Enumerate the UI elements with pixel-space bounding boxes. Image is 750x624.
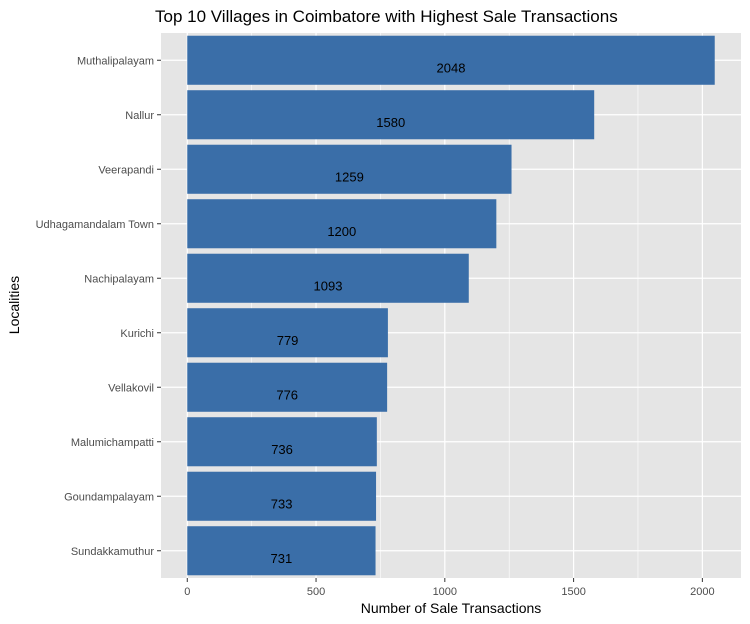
x-tick-label: 1000: [433, 586, 457, 598]
y-tick-label: Sundakkamuthur: [71, 546, 154, 558]
bar-value-label: 1200: [327, 224, 356, 239]
x-tick-label: 500: [307, 586, 325, 598]
bar: [187, 90, 595, 140]
bar-value-label: 733: [271, 496, 293, 511]
bar: [187, 526, 376, 576]
bar-value-label: 776: [276, 387, 298, 402]
bar: [187, 308, 388, 358]
bar-value-label: 731: [271, 551, 293, 566]
y-axis-title: Localities: [6, 276, 22, 334]
bar-value-label: 1093: [314, 278, 343, 293]
y-tick-label: Vellakovil: [108, 382, 154, 394]
bar-value-label: 2048: [437, 60, 466, 75]
bar-value-label: 779: [277, 333, 299, 348]
bar: [187, 471, 377, 521]
x-axis-title: Number of Sale Transactions: [361, 600, 542, 616]
y-tick-label: Goundampalayam: [64, 491, 154, 503]
x-tick-label: 2000: [690, 586, 714, 598]
y-tick-label: Muthalipalayam: [77, 55, 154, 67]
y-tick-label: Malumichampatti: [71, 437, 154, 449]
bar-value-label: 736: [271, 442, 293, 457]
x-axis-ticks: 0 500 1000 1500 2000: [184, 578, 715, 598]
bar: [187, 199, 497, 249]
x-tick-label: 1500: [561, 586, 585, 598]
bar: [187, 144, 512, 194]
bar-value-labels: 2048 1580 1259 1200 1093 779 776 736 733 731: [271, 60, 466, 566]
bar: [187, 253, 469, 303]
bar: [187, 35, 715, 85]
y-tick-label: Nachipalayam: [84, 273, 154, 285]
y-tick-label: Udhagamandalam Town: [36, 219, 154, 231]
y-tick-label: Nallur: [125, 110, 154, 122]
y-axis-ticks: Muthalipalayam Nallur Veerapandi Udhagamand…: [36, 55, 161, 558]
y-tick-label: Veerapandi: [98, 164, 154, 176]
bar: [187, 417, 377, 467]
chart-title: Top 10 Villages in Coimbatore with Highe…: [155, 7, 618, 26]
y-tick-label: Kurichi: [120, 328, 154, 340]
bar-value-label: 1259: [335, 169, 364, 184]
bar-value-label: 1580: [376, 115, 405, 130]
bars: [187, 35, 715, 576]
bar: [187, 362, 388, 412]
x-tick-label: 0: [184, 586, 190, 598]
